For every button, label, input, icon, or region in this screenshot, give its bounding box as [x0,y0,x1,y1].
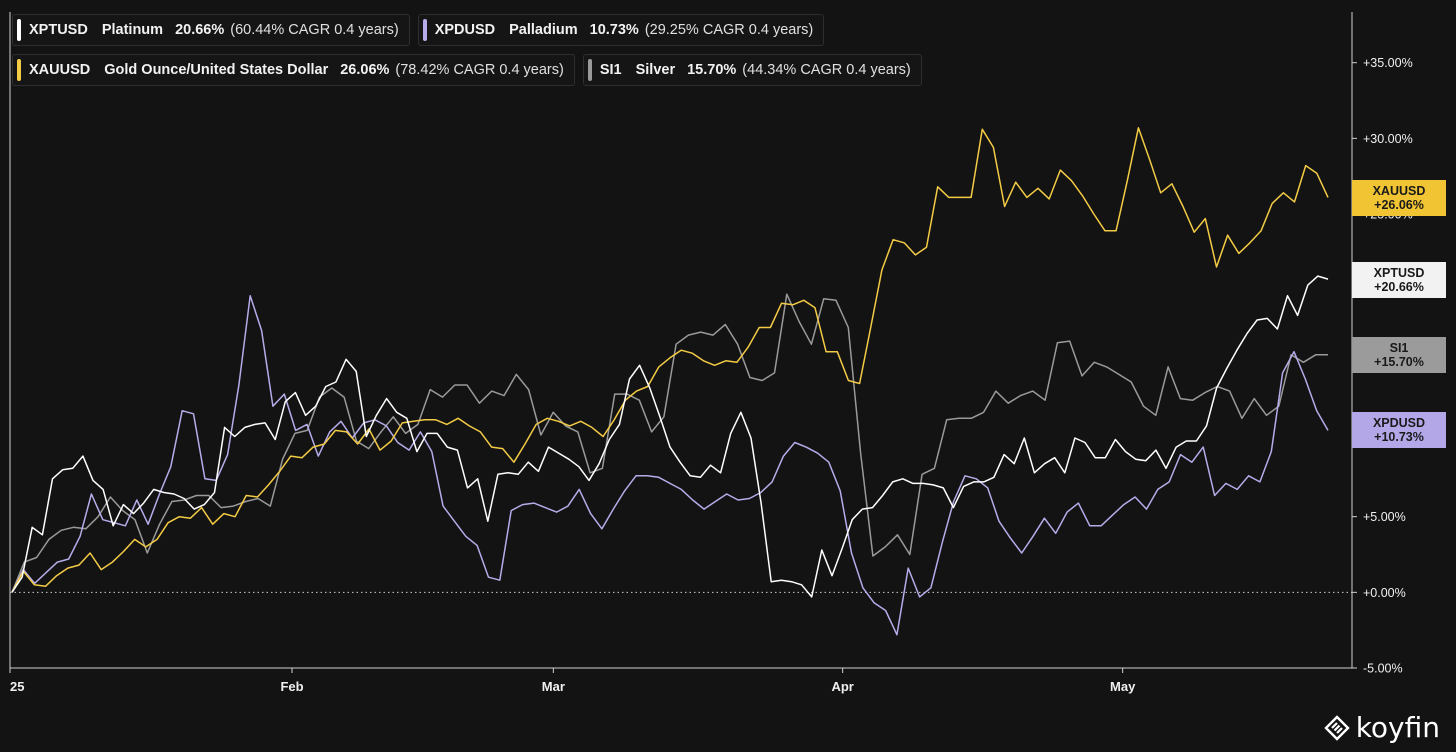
legend-pct: 20.66% [175,22,225,38]
end-label-value: +26.06% [1374,197,1424,212]
legend: XPTUSD Platinum 20.66% (60.44% CAGR 0.4 yea… [12,14,952,86]
legend-swatch [17,19,21,41]
legend-name: Gold Ounce/United States Dollar [104,62,329,78]
end-label-value: +20.66% [1374,279,1424,294]
legend-name: Silver [635,62,676,78]
legend-item-si1[interactable]: SI1 Silver 15.70% (44.34% CAGR 0.4 years) [582,54,922,86]
series-line-xpdusd [11,294,1329,636]
end-label-ticker: SI1 [1389,340,1409,355]
x-tick-label: Apr [831,679,853,694]
series-line-si1 [11,293,1328,593]
end-label-ticker: XAUUSD [1372,183,1426,198]
legend-item-xpdusd[interactable]: XPDUSD Palladium 10.73% (29.25% CAGR 0.4 ye… [417,14,825,46]
legend-swatch [422,19,427,41]
koyfin-logo-icon [1323,714,1350,741]
legend-name: Platinum [101,22,164,38]
legend-cagr: (60.44% CAGR 0.4 years) [230,22,399,38]
legend-cagr: (29.25% CAGR 0.4 years) [644,22,814,38]
brand-logo: koyfin [1323,711,1440,744]
end-label-xpdusd: XPDUSD +10.73% [1352,411,1446,448]
legend-ticker: XPTUSD [29,22,88,38]
y-tick-label: +35.00% [1363,56,1413,70]
x-tick-label: 25 [10,679,24,694]
legend-pct: 10.73% [589,22,639,38]
legend-swatch [17,59,21,81]
y-tick-label: +5.00% [1363,510,1406,524]
legend-cagr: (78.42% CAGR 0.4 years) [395,62,564,78]
end-label-xauusd: XAUUSD +26.06% [1352,179,1446,216]
end-label-value: +10.73% [1374,429,1424,444]
x-tick-label: Feb [280,679,303,694]
end-label-ticker: XPTUSD [1373,265,1425,280]
x-tick-label: May [1110,679,1136,694]
y-tick-label: +30.00% [1363,132,1413,146]
end-label-ticker: XPDUSD [1372,415,1426,430]
end-label-xptusd: XPTUSD +20.66% [1352,261,1446,298]
end-label-value: +15.70% [1374,354,1424,369]
legend-ticker: SI1 [599,62,622,78]
y-tick-label: +0.00% [1363,586,1406,600]
legend-cagr: (44.34% CAGR 0.4 years) [742,62,911,78]
legend-swatch [587,59,592,81]
legend-ticker: XPDUSD [434,22,496,38]
legend-pct: 26.06% [340,62,390,78]
end-label-si1: SI1 +15.70% [1352,336,1446,373]
x-tick-label: Mar [542,679,565,694]
legend-ticker: XAUUSD [29,62,91,78]
legend-name: Palladium [509,22,578,38]
legend-item-xptusd[interactable]: XPTUSD Platinum 20.66% (60.44% CAGR 0.4 yea… [12,14,410,46]
brand-name: koyfin [1355,711,1440,744]
legend-pct: 15.70% [687,62,737,78]
y-tick-label: -5.00% [1363,662,1403,676]
series-line-xptusd [11,275,1329,598]
legend-item-xauusd[interactable]: XAUUSD Gold Ounce/United States Dollar 26.… [12,54,575,86]
series-line-xauusd [11,127,1329,593]
